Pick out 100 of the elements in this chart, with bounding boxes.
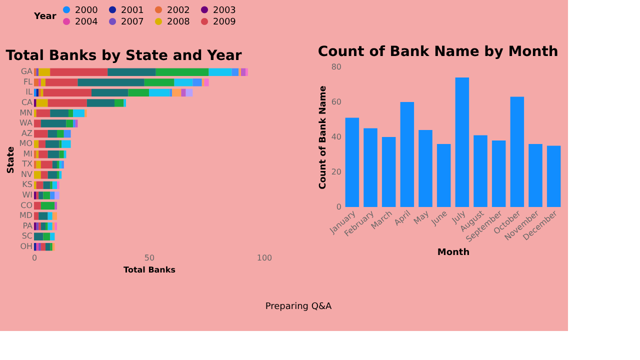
bar	[40, 202, 55, 210]
bar	[52, 212, 57, 220]
bar	[38, 140, 46, 148]
bar	[64, 130, 71, 138]
y-tick-label: 60	[331, 98, 342, 106]
bar	[34, 202, 41, 210]
bar	[68, 109, 74, 118]
bar	[48, 222, 52, 230]
bar	[192, 78, 202, 86]
y-tick-label: MI	[23, 149, 32, 158]
x-axis-title: Month	[437, 248, 470, 258]
bar	[73, 109, 85, 118]
bar	[40, 120, 66, 128]
bar	[34, 130, 48, 138]
bar	[34, 120, 41, 128]
bar	[232, 68, 239, 76]
legend-label: 2002	[167, 6, 190, 16]
bar	[62, 140, 71, 148]
bar	[43, 232, 50, 240]
bar	[241, 68, 246, 76]
y-tick-label: CO	[20, 200, 32, 210]
bar	[59, 140, 62, 148]
bar	[36, 109, 50, 118]
chart-title: Total Banks by State and Year	[6, 48, 242, 64]
bar	[40, 243, 46, 251]
bar	[75, 120, 78, 128]
bar	[86, 99, 114, 107]
bar	[34, 232, 44, 240]
bar	[43, 181, 50, 190]
bar	[46, 78, 78, 86]
y-tick-label: SC	[22, 232, 33, 241]
bar	[34, 171, 41, 179]
bar	[474, 135, 488, 207]
bar	[382, 137, 396, 207]
bar	[492, 140, 506, 207]
legend-label: 2009	[213, 18, 236, 28]
y-tick-label: 20	[331, 168, 342, 176]
bar	[38, 192, 44, 200]
y-tick-label: 0	[336, 202, 342, 212]
bar	[92, 88, 128, 97]
bar	[54, 192, 60, 200]
bar	[156, 68, 209, 76]
bar	[36, 160, 41, 168]
bar	[208, 68, 232, 76]
bar	[48, 130, 57, 138]
x-tick-label: 50	[144, 254, 155, 262]
bar	[400, 102, 414, 207]
bar	[50, 68, 108, 76]
bar	[38, 150, 48, 158]
bar	[455, 78, 470, 207]
y-axis-title: Count of Bank Name	[318, 86, 328, 190]
legend-label: 2003	[213, 6, 236, 16]
bar	[149, 88, 170, 97]
bar	[52, 181, 57, 190]
bar	[418, 130, 432, 207]
y-tick-label: TX	[21, 160, 34, 169]
legend-label: 2000	[75, 6, 98, 16]
bar	[108, 68, 156, 76]
legend-title: Year	[33, 12, 57, 22]
text: Preparing Q&A	[265, 302, 332, 312]
y-tick-label: KS	[22, 180, 32, 190]
bar	[36, 99, 48, 107]
bar	[204, 78, 209, 86]
y-axis-title: State	[6, 146, 16, 174]
bar	[50, 232, 55, 240]
bar	[66, 120, 74, 128]
bar	[40, 78, 46, 86]
y-tick-label: OH	[20, 242, 32, 251]
y-tick-label: AZ	[22, 128, 34, 138]
legend-label: 2004	[75, 18, 98, 28]
bar	[48, 212, 52, 220]
bar	[528, 144, 542, 207]
bar	[48, 150, 60, 158]
bar	[43, 192, 50, 200]
bar	[186, 88, 193, 97]
x-axis-title: Total Banks	[124, 266, 176, 274]
bar	[40, 160, 52, 168]
legend-label: 2007	[121, 18, 144, 28]
y-tick-label: MD	[19, 211, 32, 220]
y-tick-label: 40	[331, 132, 342, 142]
bar	[46, 140, 60, 148]
bar	[40, 222, 46, 230]
bar	[34, 78, 39, 86]
bar	[36, 181, 44, 190]
bar	[48, 99, 87, 107]
bar	[34, 140, 39, 148]
bar	[50, 192, 55, 200]
y-tick-label: CA	[21, 98, 34, 107]
bar	[78, 78, 144, 86]
bar	[38, 212, 48, 220]
bar	[36, 192, 39, 200]
y-tick-label: MO	[19, 139, 32, 148]
bar	[510, 96, 524, 207]
y-tick-label: WI	[22, 190, 32, 200]
bar	[40, 171, 48, 179]
y-tick-label: NV	[21, 170, 34, 179]
bar	[364, 128, 378, 207]
bar	[34, 212, 39, 220]
y-tick-label: IL	[26, 88, 34, 97]
bar	[144, 78, 174, 86]
